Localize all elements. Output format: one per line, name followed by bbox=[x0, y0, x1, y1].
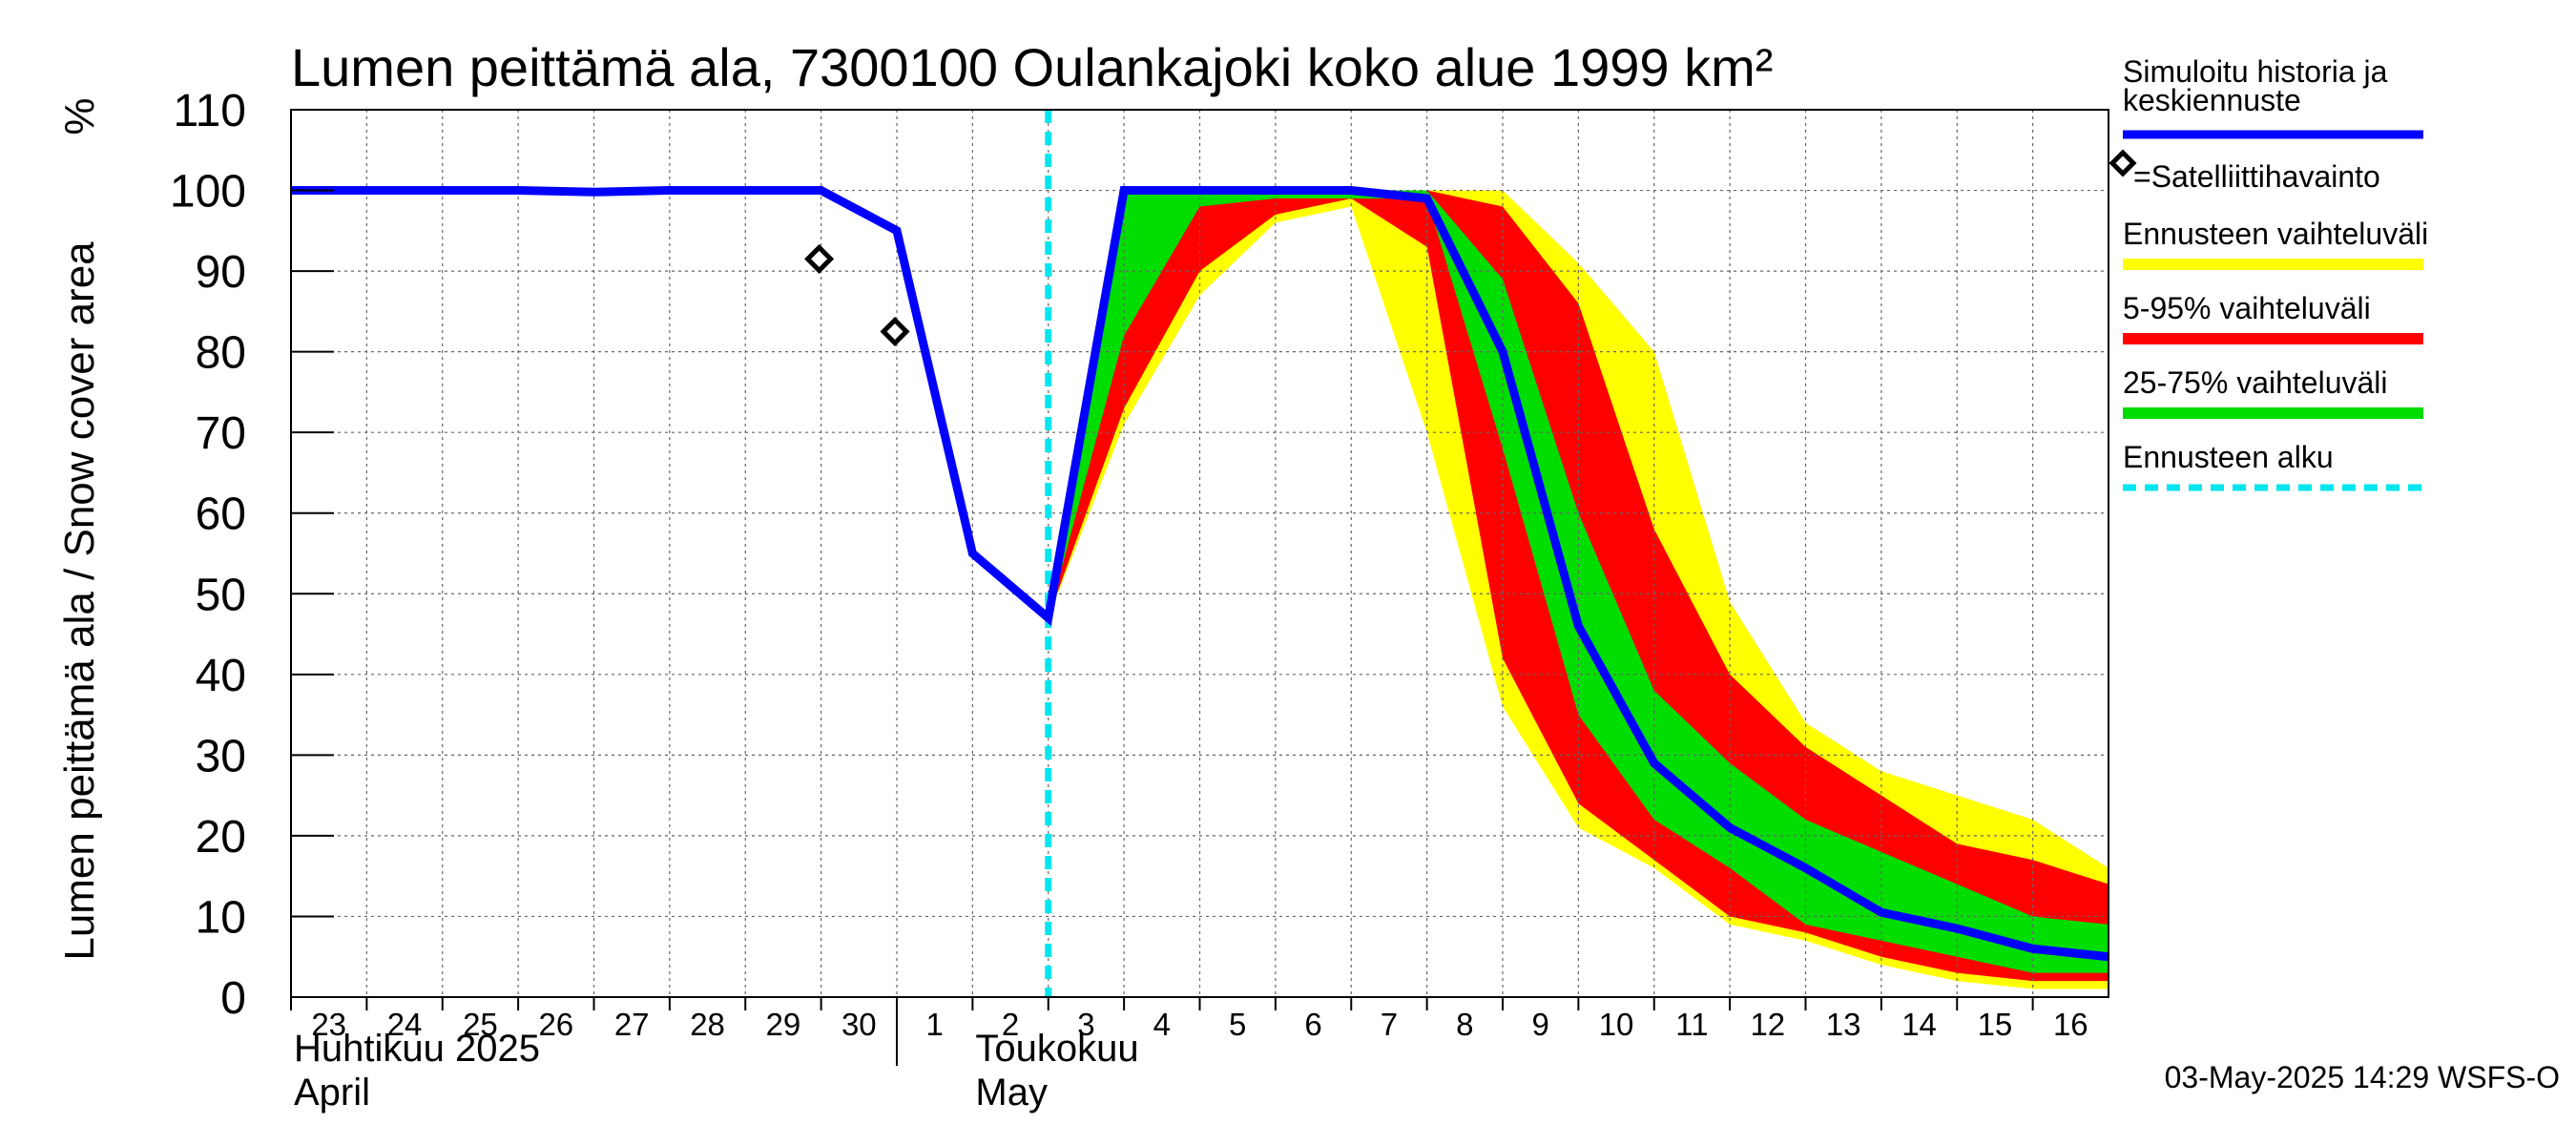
x-tick-label: 30 bbox=[841, 1007, 877, 1042]
y-tick-label: 90 bbox=[196, 247, 246, 298]
y-tick-label: 30 bbox=[196, 731, 246, 781]
band-2 bbox=[1048, 190, 2109, 973]
legend-label: =Satelliittihavainto bbox=[2133, 159, 2380, 194]
legend-label: Simuloitu historia ja bbox=[2123, 54, 2388, 89]
x-tick-label: 11 bbox=[1675, 1007, 1708, 1042]
satellite-markers bbox=[804, 243, 910, 347]
legend-swatch-diamond bbox=[2109, 149, 2137, 177]
month-label-en: May bbox=[975, 1072, 1048, 1114]
x-tick-label: 26 bbox=[538, 1007, 573, 1042]
y-unit-label: % bbox=[56, 97, 103, 135]
x-tick-label: 6 bbox=[1304, 1007, 1321, 1042]
x-tick-label: 9 bbox=[1532, 1007, 1549, 1042]
month-label: Huhtikuu 2025 bbox=[294, 1028, 540, 1070]
x-tick-label: 1 bbox=[926, 1007, 944, 1042]
y-tick-label: 110 bbox=[173, 86, 246, 136]
satellite-point bbox=[880, 316, 910, 347]
y-axis-label: Lumen peittämä ala / Snow cover area bbox=[56, 241, 103, 961]
y-tick-label: 80 bbox=[196, 328, 246, 379]
legend-label: 25-75% vaihteluväli bbox=[2123, 365, 2388, 400]
x-tick-label: 25 bbox=[463, 1007, 498, 1042]
y-tick-label: 100 bbox=[170, 167, 246, 218]
x-tick-label: 14 bbox=[1901, 1007, 1937, 1042]
x-tick-label: 3 bbox=[1077, 1007, 1094, 1042]
x-tick-label: 10 bbox=[1599, 1007, 1634, 1042]
series-line-0 bbox=[291, 186, 2109, 962]
y-tick-label: 70 bbox=[196, 408, 246, 459]
y-tick-label: 20 bbox=[196, 812, 246, 863]
chart-title: Lumen peittämä ala, 7300100 Oulankajoki … bbox=[291, 37, 1773, 97]
legend-label: Ennusteen vaihteluväli bbox=[2123, 217, 2428, 251]
x-tick-label: 27 bbox=[614, 1007, 650, 1042]
legend-label: Ennusteen alku bbox=[2123, 440, 2334, 474]
x-tick-label: 4 bbox=[1153, 1007, 1171, 1042]
legend-label: 5-95% vaihteluväli bbox=[2123, 291, 2371, 325]
x-tick-label: 24 bbox=[387, 1007, 423, 1042]
x-tick-label: 29 bbox=[766, 1007, 801, 1042]
x-tick-label: 12 bbox=[1750, 1007, 1785, 1042]
x-tick-label: 7 bbox=[1381, 1007, 1398, 1042]
y-tick-label: 60 bbox=[196, 489, 246, 540]
legend-label: keskiennuste bbox=[2123, 83, 2301, 117]
month-label: Toukokuu bbox=[975, 1028, 1138, 1070]
y-tick-label: 50 bbox=[196, 570, 246, 620]
x-tick-label: 16 bbox=[2053, 1007, 2088, 1042]
x-tick-label: 23 bbox=[311, 1007, 346, 1042]
footer-timestamp: 03-May-2025 14:29 WSFS-O bbox=[2165, 1060, 2560, 1094]
x-tick-label: 28 bbox=[690, 1007, 725, 1042]
series-lines bbox=[291, 110, 2109, 997]
y-tick-label: 0 bbox=[220, 973, 246, 1024]
x-tick-label: 2 bbox=[1002, 1007, 1019, 1042]
x-tick-label: 15 bbox=[1978, 1007, 2013, 1042]
y-tick-label: 40 bbox=[196, 651, 246, 701]
y-tick-label: 10 bbox=[196, 892, 246, 943]
x-tick-label: 13 bbox=[1826, 1007, 1861, 1042]
x-axis: 23 24 25 26 27 28 29 30 1 2 3 4 5 6 7 8 9 10 11 12 13 14 15 16H… bbox=[290, 997, 2088, 1114]
month-label-en: April bbox=[294, 1072, 370, 1114]
y-axis: 0 10 20 30 40 50 60 70 80 90 100 110 bbox=[170, 86, 334, 1024]
satellite-point bbox=[804, 243, 835, 274]
x-tick-label: 5 bbox=[1229, 1007, 1246, 1042]
x-tick-label: 8 bbox=[1456, 1007, 1473, 1042]
